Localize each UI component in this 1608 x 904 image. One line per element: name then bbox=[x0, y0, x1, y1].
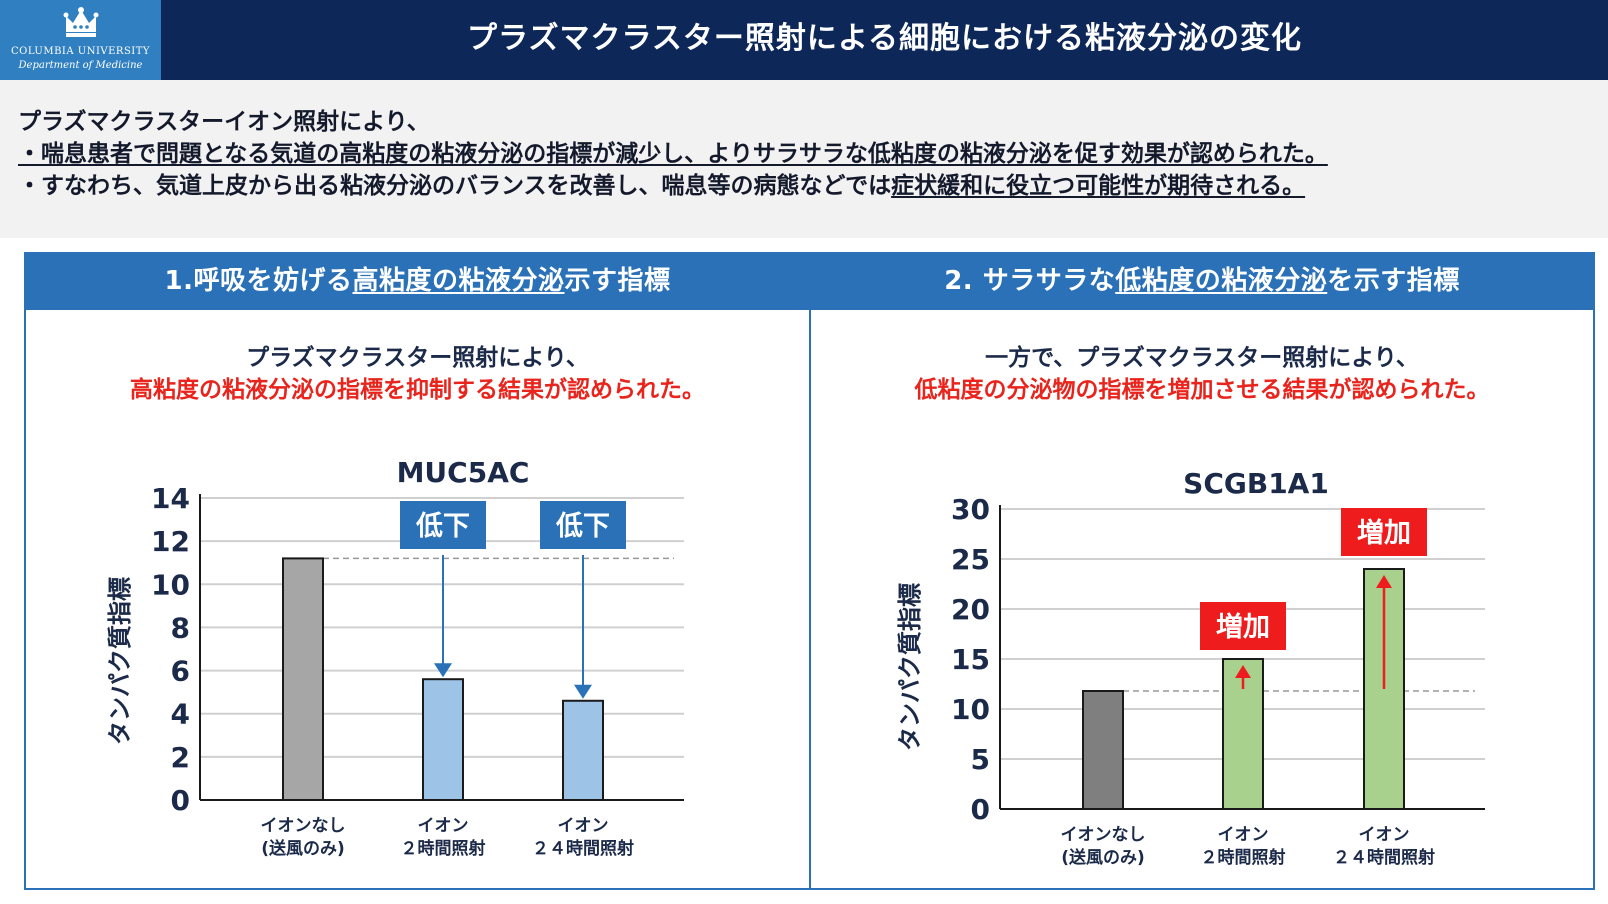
y-tick-label: 15 bbox=[951, 643, 990, 676]
y-tick-label: 10 bbox=[951, 693, 990, 726]
x-category-label: ２時間照射 bbox=[401, 838, 486, 859]
chart-title: SCGB1A1 bbox=[1183, 467, 1329, 500]
y-tick-label: 20 bbox=[951, 593, 990, 626]
y-tick-label: 14 bbox=[151, 482, 190, 515]
annotation-label: 増加 bbox=[1216, 611, 1270, 643]
panel-1-desc-line-2: 高粘度の粘液分泌の指標を抑制する結果が認められた。 bbox=[130, 377, 705, 403]
crown-icon bbox=[63, 7, 99, 37]
x-category-label: ２４時間照射 bbox=[1333, 847, 1435, 868]
x-category-label: イオン bbox=[418, 816, 469, 836]
panel-2-desc-line-2: 低粘度の分泌物の指標を増加させる結果が認められた。 bbox=[914, 377, 1490, 403]
panel-high-viscosity: 1.呼吸を妨げる高粘度の粘液分泌示す指標 プラズマクラスター照射により、 高粘度… bbox=[24, 252, 811, 890]
panel-low-viscosity: 2. サラサラな低粘度の粘液分泌を示す指標 一方で、プラズマクラスター照射により… bbox=[809, 252, 1595, 890]
y-tick-label: 8 bbox=[171, 611, 190, 644]
header-bar: COLUMBIA UNIVERSITY Department of Medici… bbox=[0, 0, 1608, 80]
x-category-label: ２時間照射 bbox=[1201, 847, 1286, 868]
x-category-label: イオンなし bbox=[261, 816, 346, 836]
y-tick-label: 0 bbox=[171, 784, 190, 817]
panel-2-header: 2. サラサラな低粘度の粘液分泌を示す指標 bbox=[811, 254, 1593, 310]
intro-line-2-text: ・喘息患者で問題となる気道の高粘度の粘液分泌の指標が減少し、よりサラサラな低粘度… bbox=[18, 141, 1328, 167]
annotation-label: 低下 bbox=[415, 511, 470, 542]
intro-line-2: ・喘息患者で問題となる気道の高粘度の粘液分泌の指標が減少し、よりサラサラな低粘度… bbox=[18, 134, 1328, 168]
panel-1-header-b: 高粘度の粘液分泌 bbox=[352, 266, 565, 296]
bar bbox=[1082, 690, 1124, 810]
intro-line-3: ・すなわち、気道上皮から出る粘液分泌のバランスを改善し、喘息等の病態などでは症状… bbox=[18, 166, 1305, 200]
panel-1-header: 1.呼吸を妨げる高粘度の粘液分泌示す指標 bbox=[26, 254, 809, 310]
logo-department-name: Department of Medicine bbox=[18, 60, 143, 71]
y-tick-label: 6 bbox=[171, 655, 190, 688]
panel-1-header-c: 示す指標 bbox=[564, 266, 671, 296]
y-tick-label: 5 bbox=[971, 743, 990, 776]
annotation-box bbox=[1341, 508, 1427, 556]
y-tick-label: 12 bbox=[151, 525, 190, 558]
x-category-label: ２４時間照射 bbox=[532, 838, 634, 859]
bar bbox=[422, 678, 464, 802]
y-tick-label: 10 bbox=[151, 568, 190, 601]
bar bbox=[282, 557, 324, 802]
panel-2-desc-line-1: 一方で、プラズマクラスター照射により、 bbox=[985, 345, 1419, 371]
intro-section: プラズマクラスターイオン照射により、 ・喘息患者で問題となる気道の高粘度の粘液分… bbox=[0, 80, 1608, 238]
panel-2-header-a: 2. サラサラな bbox=[944, 266, 1116, 296]
annotation-box bbox=[1200, 602, 1286, 650]
x-category-label: イオン bbox=[558, 816, 609, 836]
arrow-head-up-icon bbox=[1376, 575, 1392, 588]
annotation-box bbox=[540, 501, 626, 549]
arrow-head-down-icon bbox=[434, 663, 452, 678]
intro-line-1: プラズマクラスターイオン照射により、 bbox=[18, 109, 430, 135]
panel-1-header-a: 1.呼吸を妨げる bbox=[164, 266, 353, 296]
page-title: プラズマクラスター照射による細胞における粘液分泌の変化 bbox=[467, 21, 1302, 56]
y-tick-label: 25 bbox=[951, 543, 990, 576]
arrow-head-up-icon bbox=[1235, 665, 1251, 678]
x-category-label: イオン bbox=[1359, 825, 1410, 845]
arrow-head-down-icon bbox=[574, 684, 592, 699]
panel-1-desc-line-1: プラズマクラスター照射により、 bbox=[246, 345, 589, 371]
panel-2-header-b: 低粘度の粘液分泌 bbox=[1115, 266, 1328, 296]
y-tick-label: 30 bbox=[951, 493, 990, 526]
y-tick-label: 2 bbox=[171, 741, 190, 774]
intro-line-3-highlight: 症状緩和に役立つ可能性が期待される。 bbox=[891, 173, 1306, 199]
logo-university-name: COLUMBIA UNIVERSITY bbox=[10, 46, 151, 57]
annotation-label: 低下 bbox=[555, 511, 610, 542]
y-axis-label: タンパク質指標 bbox=[106, 577, 134, 745]
y-tick-label: 0 bbox=[971, 793, 990, 826]
x-category-label: イオンなし bbox=[1061, 825, 1146, 845]
chart-title: MUC5AC bbox=[397, 456, 530, 489]
columbia-logo[interactable]: COLUMBIA UNIVERSITY Department of Medici… bbox=[0, 0, 161, 80]
y-axis-label: タンパク質指標 bbox=[896, 583, 924, 751]
x-category-label: イオン bbox=[1218, 825, 1269, 845]
x-category-label: (送風のみ) bbox=[1061, 847, 1145, 868]
bar bbox=[562, 699, 604, 801]
panel-2-header-c: を示す指標 bbox=[1327, 266, 1460, 296]
y-tick-label: 4 bbox=[171, 698, 190, 731]
intro-line-3-text: ・すなわち、気道上皮から出る粘液分泌のバランスを改善し、喘息等の病態などでは bbox=[18, 173, 892, 199]
annotation-box bbox=[400, 501, 486, 549]
annotation-label: 増加 bbox=[1357, 517, 1411, 549]
x-category-label: (送風のみ) bbox=[261, 838, 345, 859]
